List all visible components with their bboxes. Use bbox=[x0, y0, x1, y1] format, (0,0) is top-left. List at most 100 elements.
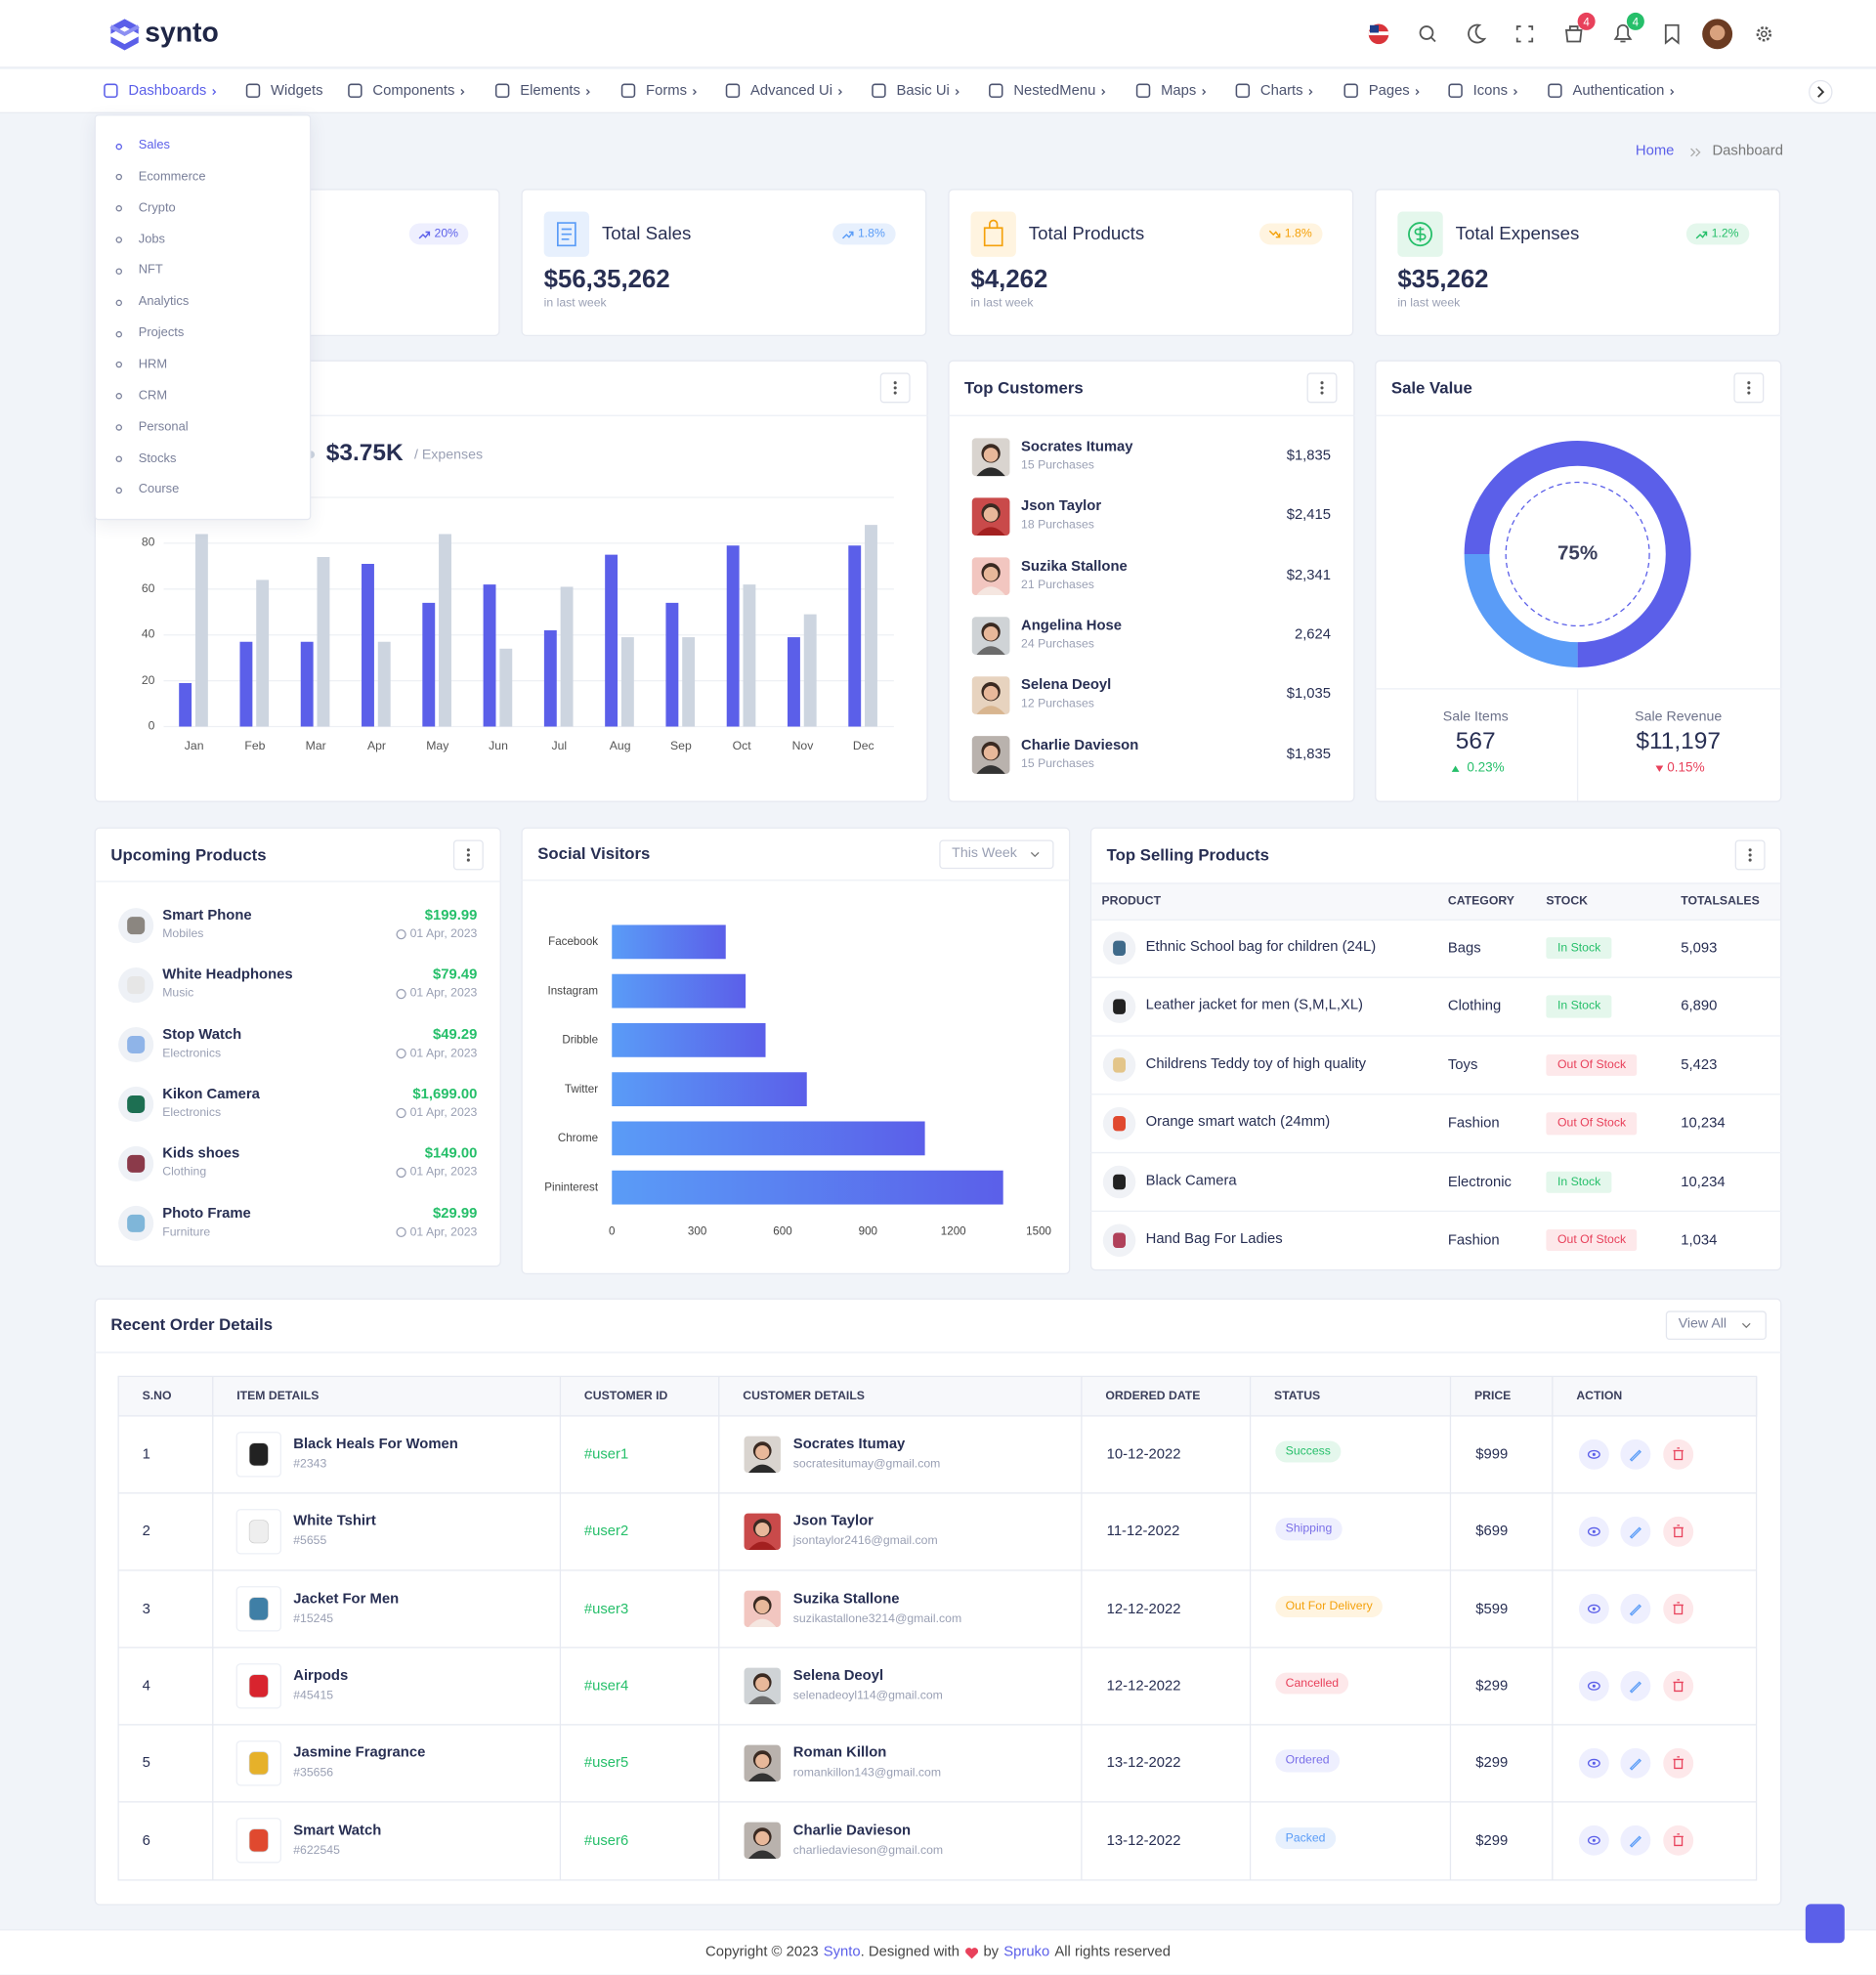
nav-item[interactable]: Components bbox=[372, 83, 455, 99]
nav-item[interactable]: Forms bbox=[646, 83, 688, 99]
nav-item[interactable]: Dashboards bbox=[128, 83, 207, 99]
product-shape bbox=[1113, 1232, 1127, 1248]
pencil-icon bbox=[1629, 1681, 1642, 1694]
card bbox=[948, 189, 1354, 337]
customer-id[interactable]: #user2 bbox=[583, 1524, 629, 1540]
customer-id[interactable]: #user6 bbox=[583, 1832, 629, 1849]
bell-icon[interactable] bbox=[1613, 23, 1633, 43]
product-name: Hand Bag For Ladies bbox=[1145, 1231, 1283, 1247]
nav-icon bbox=[1448, 83, 1463, 98]
theme-icon[interactable] bbox=[1468, 23, 1487, 44]
trash-icon bbox=[1673, 1524, 1684, 1538]
status-badge: Cancelled bbox=[1275, 1672, 1349, 1695]
search-icon[interactable] bbox=[1419, 25, 1434, 40]
delete-button[interactable] bbox=[1663, 1593, 1694, 1624]
nav-item[interactable]: Charts bbox=[1259, 83, 1303, 99]
bar bbox=[620, 637, 634, 727]
menu-item[interactable]: HRM bbox=[138, 357, 168, 372]
customer-amount: $2,415 bbox=[1286, 507, 1332, 524]
filter-button[interactable] bbox=[939, 839, 1054, 870]
nav-item[interactable]: Advanced Ui bbox=[750, 83, 833, 99]
customer-id[interactable]: #user4 bbox=[583, 1678, 629, 1695]
menu-item[interactable]: Personal bbox=[138, 419, 189, 435]
bookmark-icon[interactable] bbox=[1664, 23, 1680, 45]
trash-icon bbox=[1673, 1833, 1684, 1847]
nav-item[interactable]: Widgets bbox=[271, 83, 323, 99]
menu-item[interactable]: Analytics bbox=[138, 294, 190, 310]
menu-bullet bbox=[115, 330, 122, 337]
view-all-label[interactable]: View All bbox=[1678, 1316, 1727, 1332]
view-all-button[interactable] bbox=[1665, 1310, 1767, 1341]
menu-dot bbox=[1747, 386, 1751, 390]
delete-button[interactable] bbox=[1663, 1670, 1694, 1701]
customer-id[interactable]: #user1 bbox=[583, 1446, 629, 1463]
menu-dot bbox=[1320, 381, 1324, 385]
nav-item[interactable]: Basic Ui bbox=[896, 83, 950, 99]
stat-number: $11,197 bbox=[1636, 728, 1722, 755]
nav-item[interactable]: NestedMenu bbox=[1013, 83, 1096, 99]
cart-icon[interactable] bbox=[1564, 25, 1583, 43]
menu-button[interactable] bbox=[879, 372, 911, 404]
product-name: Ethnic School bag for children (24L) bbox=[1145, 939, 1377, 955]
back-to-top[interactable] bbox=[1805, 1904, 1845, 1944]
product-price: $79.49 bbox=[433, 967, 478, 983]
pencil-icon bbox=[1629, 1758, 1642, 1771]
total-sales: 10,234 bbox=[1681, 1116, 1726, 1132]
stat-title: Total Sales bbox=[601, 224, 692, 245]
fullscreen-icon[interactable] bbox=[1515, 25, 1534, 43]
menu-button[interactable] bbox=[1733, 372, 1765, 404]
menu-dot bbox=[1747, 391, 1751, 395]
delete-button[interactable] bbox=[1663, 1438, 1694, 1470]
menu-button[interactable] bbox=[1734, 839, 1766, 871]
menu-dot bbox=[1748, 858, 1752, 862]
customer-id[interactable]: #user3 bbox=[583, 1601, 629, 1617]
delete-button[interactable] bbox=[1663, 1825, 1694, 1856]
bar bbox=[743, 584, 756, 727]
item-code: #622545 bbox=[293, 1843, 340, 1858]
nav-item[interactable]: Elements bbox=[520, 83, 580, 99]
nav-item[interactable]: Maps bbox=[1161, 83, 1197, 99]
footer-brand[interactable]: Synto bbox=[823, 1944, 861, 1960]
delete-button[interactable] bbox=[1663, 1516, 1694, 1547]
x-tick-label: Jun bbox=[489, 739, 508, 753]
x-tick-label: 900 bbox=[858, 1224, 878, 1238]
nav-next[interactable] bbox=[1809, 79, 1833, 105]
menu-item[interactable]: CRM bbox=[138, 388, 168, 404]
nav-item[interactable]: Authentication bbox=[1572, 83, 1665, 99]
settings-icon[interactable] bbox=[1756, 26, 1772, 42]
menu-item[interactable]: Ecommerce bbox=[138, 169, 206, 184]
nav-item[interactable]: Icons bbox=[1472, 83, 1509, 99]
customer-name: Angelina Hose bbox=[1021, 618, 1122, 634]
menu-item[interactable]: Stocks bbox=[138, 451, 177, 466]
nav-item[interactable]: Pages bbox=[1368, 83, 1410, 99]
menu-button[interactable] bbox=[452, 839, 484, 871]
avatar-body bbox=[976, 646, 1005, 655]
nav-chevron bbox=[838, 89, 842, 96]
change-badge: 20% bbox=[408, 223, 469, 245]
filter-label[interactable]: This Week bbox=[952, 845, 1017, 861]
stat-note: in last week bbox=[970, 296, 1034, 311]
menu-item[interactable]: Jobs bbox=[138, 232, 165, 246]
table-head bbox=[1091, 882, 1781, 921]
status-badge: Out For Delivery bbox=[1275, 1595, 1384, 1617]
menu-item[interactable]: Course bbox=[138, 482, 180, 497]
change-badge: 1.8% bbox=[832, 223, 896, 245]
revenue-amount: $3.75K bbox=[325, 440, 404, 467]
delete-button[interactable] bbox=[1663, 1747, 1694, 1779]
bar bbox=[865, 525, 877, 727]
brand[interactable]: synto bbox=[145, 16, 219, 48]
menu-item[interactable]: NFT bbox=[138, 263, 163, 278]
customer-id[interactable]: #user5 bbox=[583, 1755, 629, 1772]
menu-button[interactable] bbox=[1306, 372, 1338, 404]
menu-item[interactable]: Crypto bbox=[138, 200, 176, 215]
breadcrumb-link[interactable]: Home bbox=[1635, 144, 1675, 159]
item-code: #45415 bbox=[293, 1689, 334, 1703]
menu-item[interactable]: Sales bbox=[138, 138, 170, 152]
stat-icon-glyph bbox=[557, 222, 576, 247]
change-badge: 1.2% bbox=[1685, 223, 1749, 245]
customer-email: romankillon143@gmail.com bbox=[792, 1766, 942, 1781]
menu-item[interactable]: Projects bbox=[138, 325, 185, 341]
menu-bullet bbox=[115, 143, 122, 150]
product-shape bbox=[127, 1095, 146, 1113]
footer-company[interactable]: Spruko bbox=[1003, 1944, 1050, 1960]
